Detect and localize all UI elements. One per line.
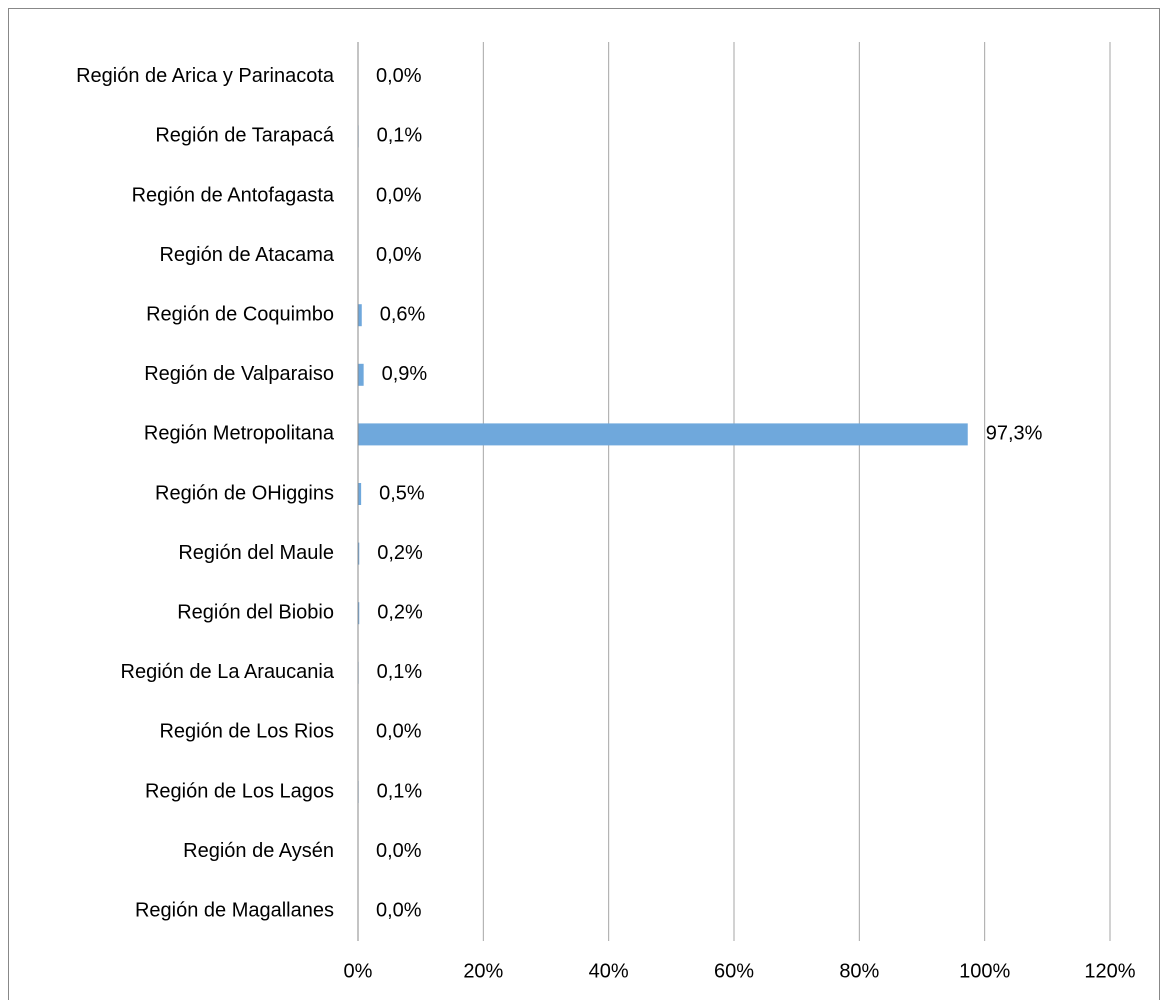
y-tick-label: Región del Maule [178, 542, 334, 564]
data-label: 0,0% [376, 840, 422, 862]
data-label: 0,0% [376, 184, 422, 206]
data-label: 97,3% [986, 423, 1043, 445]
data-label: 0,0% [376, 244, 422, 266]
y-tick-label: Región Metropolitana [144, 423, 335, 445]
bar [358, 423, 968, 446]
y-tick-label: Región del Biobio [177, 601, 334, 623]
y-tick-label: Región de Magallanes [135, 899, 334, 921]
y-tick-label: Región de Atacama [159, 244, 334, 266]
data-label: 0,9% [382, 363, 428, 385]
bar [358, 304, 362, 327]
x-tick-label: 120% [1084, 960, 1135, 982]
chart-frame [8, 8, 1160, 1000]
x-tick-label: 80% [839, 960, 879, 982]
x-tick-label: 0% [344, 960, 373, 982]
bar [358, 542, 360, 565]
y-tick-label: Región de Arica y Parinacota [76, 65, 335, 87]
data-label: 0,2% [377, 542, 423, 564]
data-label: 0,1% [377, 780, 423, 802]
y-tick-label: Región de Antofagasta [132, 184, 335, 206]
y-tick-label: Región de Los Rios [159, 721, 334, 743]
data-label: 0,1% [377, 125, 423, 147]
y-tick-label: Región de Los Lagos [145, 780, 334, 802]
y-tick-label: Región de Coquimbo [146, 303, 334, 325]
data-label: 0,0% [376, 899, 422, 921]
x-tick-label: 20% [463, 960, 503, 982]
data-label: 0,0% [376, 721, 422, 743]
data-label: 0,5% [379, 482, 425, 504]
x-tick-label: 60% [714, 960, 754, 982]
bar [358, 602, 360, 625]
x-tick-label: 100% [959, 960, 1010, 982]
bar [358, 363, 364, 386]
y-tick-label: Región de Tarapacá [155, 125, 335, 147]
y-tick-label: Región de OHiggins [155, 482, 334, 504]
bar [358, 483, 362, 505]
y-tick-label: Región de Aysén [183, 840, 334, 862]
data-label: 0,2% [377, 601, 423, 623]
data-label: 0,1% [377, 661, 423, 683]
x-tick-label: 40% [589, 960, 629, 982]
y-tick-label: Región de La Araucania [121, 661, 335, 683]
data-label: 0,0% [376, 65, 422, 87]
y-tick-label: Región de Valparaiso [144, 363, 334, 385]
data-label: 0,6% [380, 303, 426, 325]
